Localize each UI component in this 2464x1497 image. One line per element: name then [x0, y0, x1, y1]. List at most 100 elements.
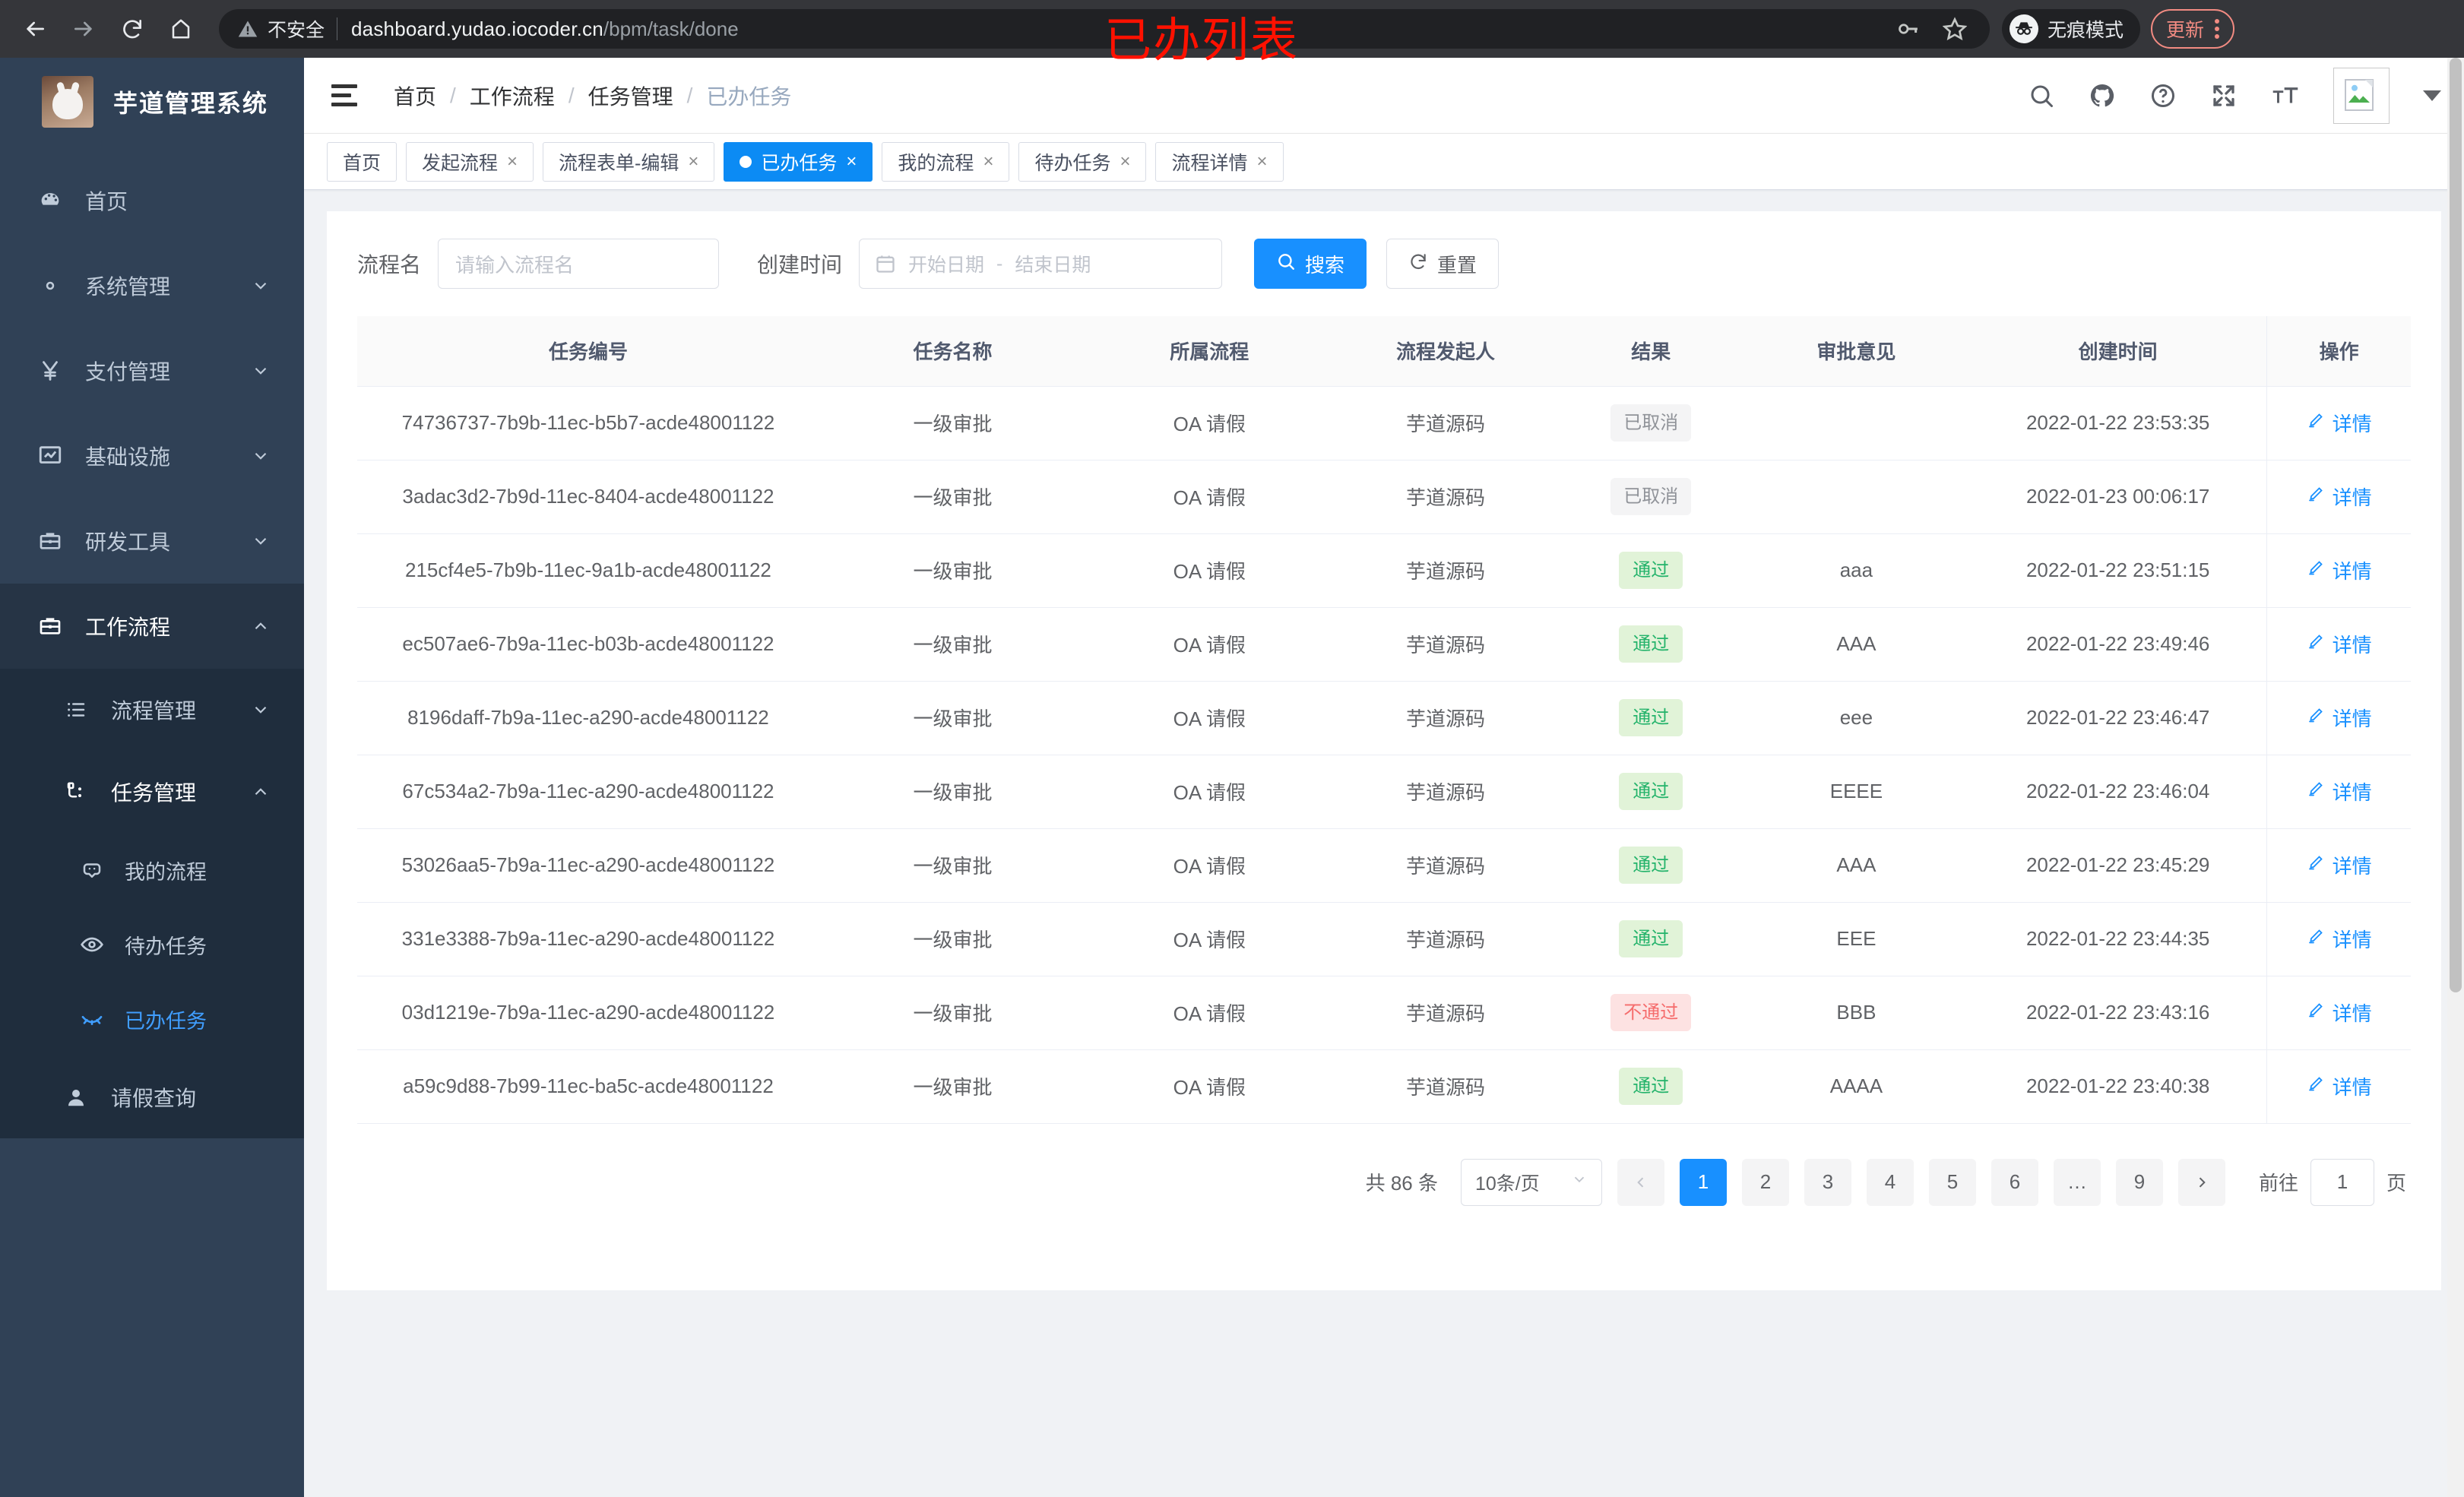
cell-result: 通过: [1558, 1049, 1743, 1124]
tab-done-tasks[interactable]: 已办任务 ×: [724, 141, 873, 182]
create-time-range-picker[interactable]: 开始日期 - 结束日期: [859, 239, 1223, 289]
close-icon[interactable]: ×: [507, 150, 518, 172]
brand-header[interactable]: 芋道管理系统: [0, 58, 304, 146]
sidebar-item-done-tasks[interactable]: 已办任务: [0, 982, 304, 1056]
detail-link[interactable]: 详情: [2307, 630, 2372, 658]
cell-result: 通过: [1558, 828, 1743, 903]
page-number-button[interactable]: 4: [1866, 1158, 1914, 1206]
home-button[interactable]: [160, 8, 202, 50]
update-button[interactable]: 更新: [2151, 9, 2235, 49]
kebab-menu-icon[interactable]: [2215, 19, 2220, 39]
column-header-process: 所属流程: [1086, 316, 1333, 387]
page-number-button[interactable]: 1: [1679, 1158, 1727, 1206]
detail-link[interactable]: 详情: [2307, 777, 2372, 805]
close-icon[interactable]: ×: [688, 150, 699, 172]
cell-operations: 详情: [2266, 386, 2411, 460]
tab-my-processes[interactable]: 我的流程 ×: [882, 141, 1010, 182]
scrollbar-thumb[interactable]: [2450, 58, 2462, 992]
tab-process-form-edit[interactable]: 流程表单-编辑 ×: [543, 141, 715, 182]
update-label: 更新: [2166, 20, 2205, 41]
breadcrumb-item-task-management[interactable]: 任务管理: [587, 84, 673, 109]
table-row[interactable]: 67c534a2-7b9a-11ec-a290-acde48001122 一级审批…: [357, 755, 2411, 829]
table-row[interactable]: 331e3388-7b9a-11ec-a290-acde48001122 一级审批…: [357, 902, 2411, 976]
gear-icon: [33, 273, 67, 299]
avatar[interactable]: [2333, 67, 2390, 124]
detail-link[interactable]: 详情: [2307, 556, 2372, 584]
sidebar-item-system-management[interactable]: 系统管理: [0, 243, 304, 328]
page-size-select[interactable]: 10条/页: [1460, 1158, 1602, 1206]
search-icon[interactable]: [2028, 82, 2055, 109]
page-number-button[interactable]: 3: [1804, 1158, 1851, 1206]
cell-created-time: 2022-01-22 23:40:38: [1969, 1049, 2267, 1124]
table-row[interactable]: 8196daff-7b9a-11ec-a290-acde48001122 一级审批…: [357, 681, 2411, 755]
table-row[interactable]: 53026aa5-7b9a-11ec-a290-acde48001122 一级审批…: [357, 828, 2411, 903]
close-icon[interactable]: ×: [1256, 150, 1268, 172]
sidebar-item-process-management[interactable]: 流程管理: [0, 669, 304, 751]
process-name-input[interactable]: 请输入流程名: [438, 239, 720, 289]
tab-todo-tasks[interactable]: 待办任务 ×: [1018, 141, 1147, 182]
detail-link[interactable]: 详情: [2307, 704, 2372, 732]
cell-process: OA 请假: [1086, 755, 1333, 829]
table-row[interactable]: ec507ae6-7b9a-11ec-b03b-acde48001122 一级审批…: [357, 607, 2411, 682]
reset-button[interactable]: 重置: [1386, 239, 1500, 289]
page-number-button[interactable]: 5: [1928, 1158, 1976, 1206]
sidebar-item-my-processes[interactable]: 我的流程: [0, 833, 304, 907]
sidebar-item-label: 流程管理: [111, 699, 197, 723]
sidebar-item-home[interactable]: 首页: [0, 158, 304, 243]
sidebar-item-dev-tools[interactable]: 研发工具: [0, 498, 304, 584]
page-number-button[interactable]: 9: [2115, 1158, 2163, 1206]
close-icon[interactable]: ×: [1120, 150, 1131, 172]
detail-link[interactable]: 详情: [2307, 999, 2372, 1027]
key-icon[interactable]: [1897, 17, 1920, 40]
table-row[interactable]: a59c9d88-7b99-11ec-ba5c-acde48001122 一级审批…: [357, 1049, 2411, 1124]
forward-button[interactable]: [62, 8, 105, 50]
page-scrollbar[interactable]: [2447, 58, 2464, 1497]
table-row[interactable]: 03d1219e-7b9a-11ec-a290-acde48001122 一级审批…: [357, 976, 2411, 1050]
page-number-button[interactable]: 6: [1991, 1158, 2038, 1206]
page-number-button[interactable]: 2: [1741, 1158, 1789, 1206]
star-icon[interactable]: [1943, 17, 1967, 41]
table-row[interactable]: 215cf4e5-7b9b-11ec-9a1b-acde48001122 一级审批…: [357, 533, 2411, 608]
tab-start-process[interactable]: 发起流程 ×: [406, 141, 534, 182]
cell-initiator: 芋道源码: [1332, 1049, 1559, 1124]
github-icon[interactable]: [2089, 82, 2116, 109]
status-badge: 已取消: [1610, 477, 1692, 516]
sidebar-item-infrastructure[interactable]: 基础设施: [0, 413, 304, 498]
detail-link[interactable]: 详情: [2307, 851, 2372, 879]
address-bar[interactable]: 不安全 dashboard.yudao.iocoder.cn/bpm/task/…: [219, 9, 1990, 49]
search-button[interactable]: 搜索: [1254, 239, 1367, 289]
breadcrumb-item-home[interactable]: 首页: [394, 84, 437, 109]
detail-link[interactable]: 详情: [2307, 483, 2372, 511]
reload-button[interactable]: [111, 8, 154, 50]
incognito-indicator[interactable]: 无痕模式: [2002, 9, 2141, 49]
sidebar-item-task-management[interactable]: 任务管理: [0, 751, 304, 833]
back-button[interactable]: [14, 8, 56, 50]
page-jumper: 前往 1 页: [2259, 1158, 2406, 1206]
detail-link[interactable]: 详情: [2307, 409, 2372, 437]
next-page-button[interactable]: [2177, 1158, 2225, 1206]
detail-link[interactable]: 详情: [2307, 925, 2372, 953]
detail-link[interactable]: 详情: [2307, 1072, 2372, 1100]
font-size-icon[interactable]: [2271, 82, 2300, 109]
prev-page-button[interactable]: [1617, 1158, 1664, 1206]
sidebar-item-payment-management[interactable]: 支付管理: [0, 328, 304, 413]
hamburger-icon[interactable]: [331, 79, 365, 112]
tab-home[interactable]: 首页: [327, 141, 397, 182]
help-circle-icon[interactable]: [2149, 82, 2177, 109]
jump-page-input[interactable]: 1: [2310, 1158, 2374, 1206]
table-row[interactable]: 3adac3d2-7b9d-11ec-8404-acde48001122 一级审批…: [357, 460, 2411, 534]
sidebar-item-todo-tasks[interactable]: 待办任务: [0, 907, 304, 982]
cell-process: OA 请假: [1086, 460, 1333, 534]
tab-process-detail[interactable]: 流程详情 ×: [1155, 141, 1284, 182]
table-row[interactable]: 74736737-7b9b-11ec-b5b7-acde48001122 一级审批…: [357, 386, 2411, 460]
close-icon[interactable]: ×: [846, 150, 857, 172]
fullscreen-icon[interactable]: [2210, 82, 2238, 109]
status-badge: 通过: [1619, 772, 1683, 811]
sidebar-item-workflow[interactable]: 工作流程: [0, 584, 304, 669]
breadcrumb-item-workflow[interactable]: 工作流程: [469, 84, 555, 109]
sidebar-item-leave-query[interactable]: 请假查询: [0, 1056, 304, 1138]
close-icon[interactable]: ×: [983, 150, 994, 172]
chevron-down-icon[interactable]: [2423, 90, 2441, 101]
cell-task-id: ec507ae6-7b9a-11ec-b03b-acde48001122: [357, 607, 819, 682]
page-ellipsis[interactable]: …: [2053, 1158, 2101, 1206]
